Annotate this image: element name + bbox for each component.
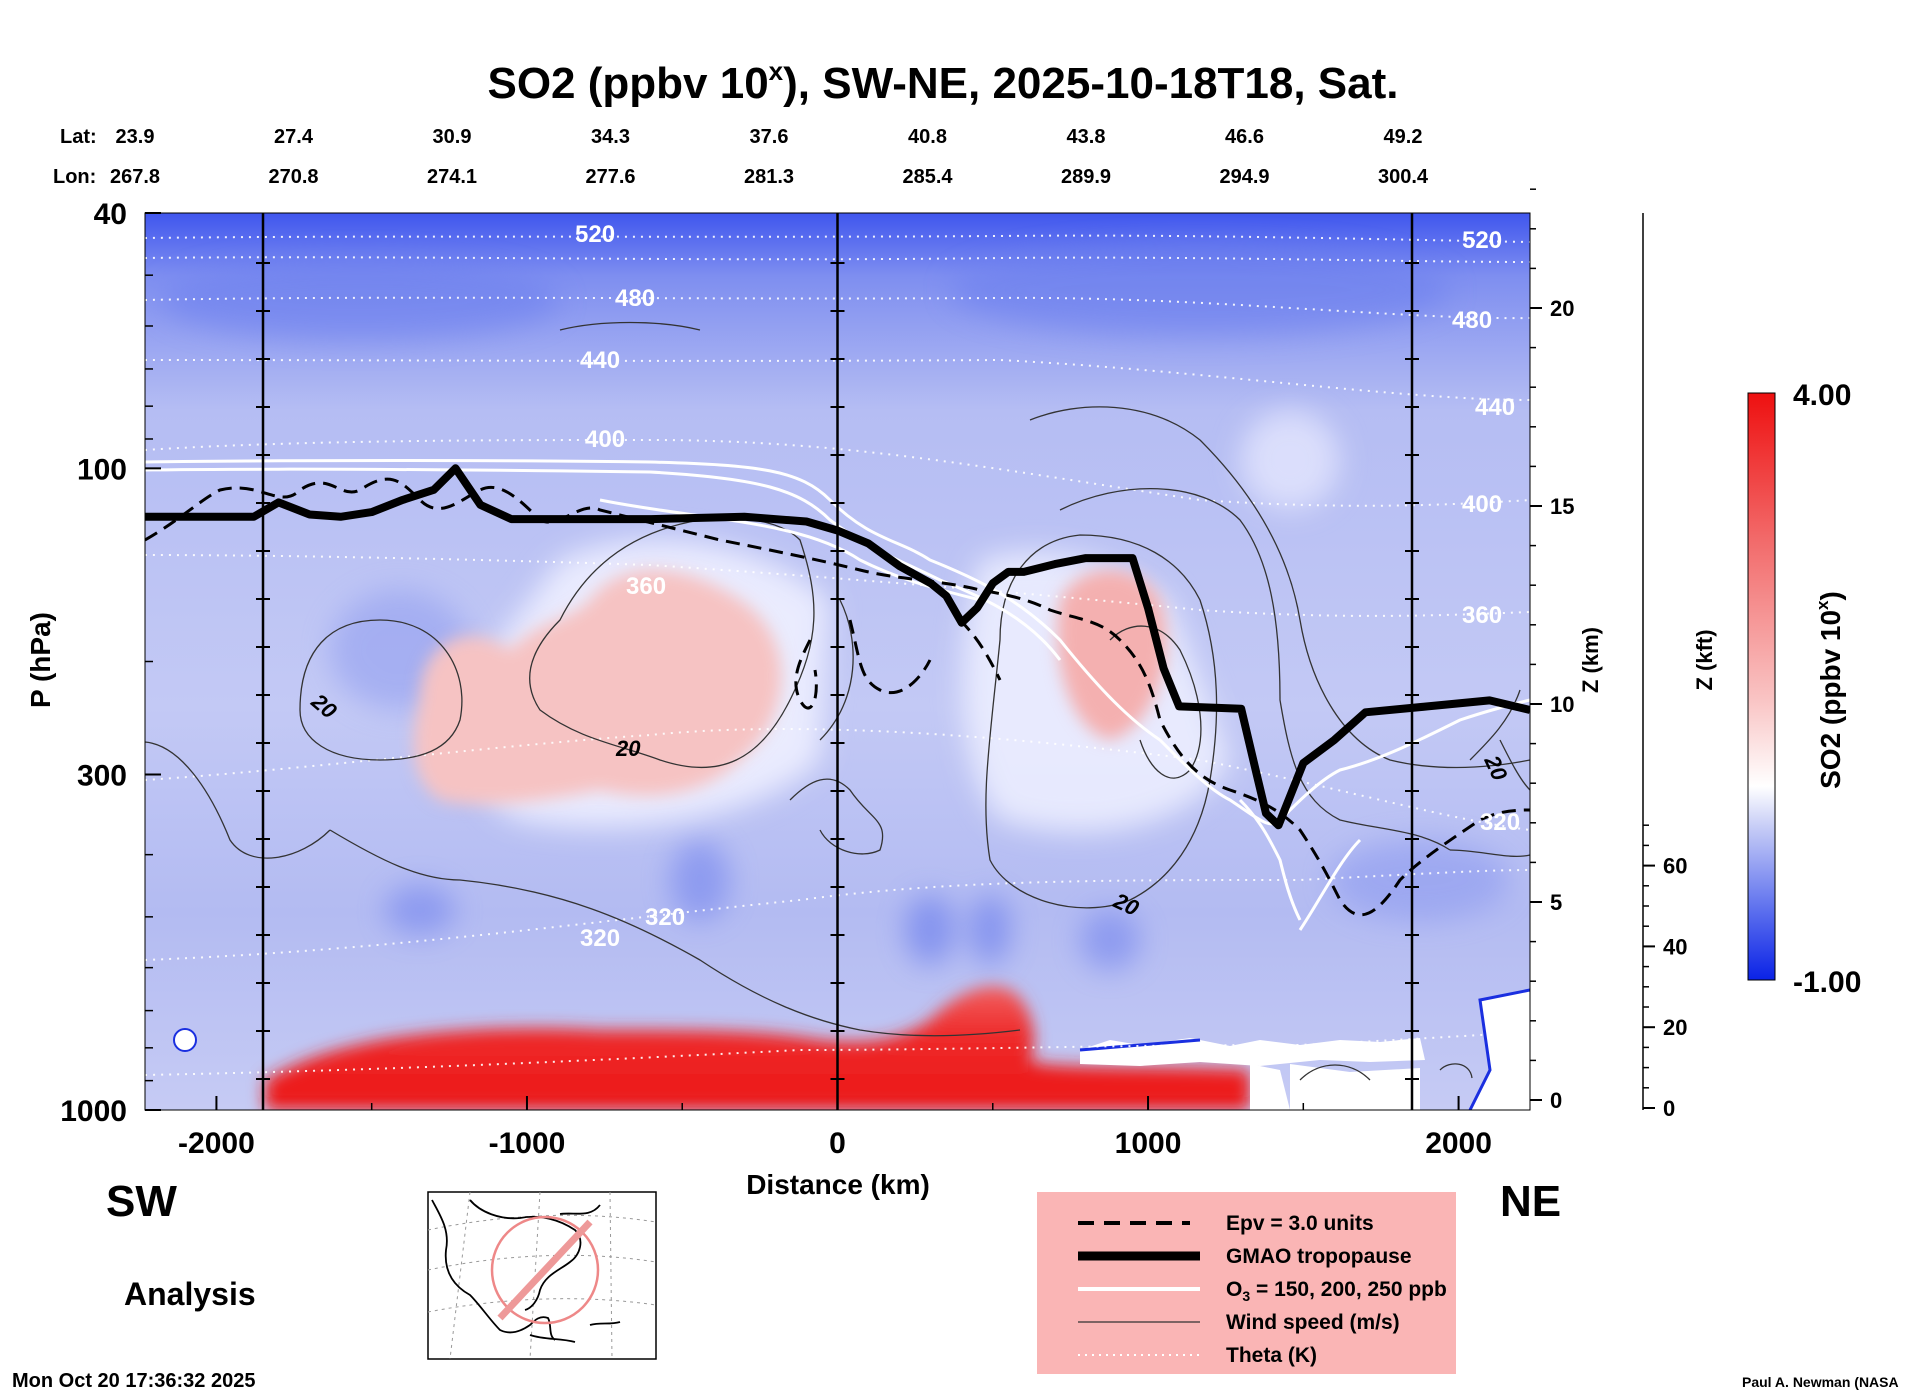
- lat-tick: 49.2: [1384, 126, 1423, 148]
- z-km-tick-label: 20: [1550, 296, 1574, 321]
- legend-wind: Wind speed (m/s): [1226, 1311, 1400, 1334]
- lat-tick: 46.6: [1225, 126, 1264, 148]
- title-rest: ), SW-NE, 2025-10-18T18, Sat.: [783, 59, 1398, 108]
- lon-tick: 274.1: [427, 166, 477, 188]
- theta-label: 520: [575, 221, 615, 248]
- wind-label-2: 20: [615, 736, 641, 761]
- pressure-tick-label: 100: [77, 453, 127, 486]
- lon-tick: 294.9: [1219, 166, 1269, 188]
- pressure-tick-label: 300: [77, 759, 127, 792]
- theta-label: 360: [626, 573, 666, 600]
- lon-tick: 277.6: [585, 166, 635, 188]
- theta-labels: 520 480 440 400 360 320 320 520 480 440 400 360 320: [575, 221, 1520, 952]
- lon-tick: 285.4: [902, 166, 953, 188]
- analysis-label: Analysis: [124, 1276, 256, 1312]
- distance-axis-label: Distance (km): [746, 1169, 930, 1200]
- theta-label: 320: [580, 925, 620, 952]
- z-km-tick-label: 15: [1550, 494, 1574, 519]
- legend: Epv = 3.0 units GMAO tropopause O3 = 150…: [1037, 1192, 1456, 1374]
- theta-label: 480: [615, 285, 655, 312]
- o3-contours: [145, 459, 1530, 931]
- theta-label: 360: [1462, 602, 1502, 629]
- z-kft-tick-label: 40: [1663, 934, 1687, 959]
- lat-tick-labels: 23.9 27.4 30.9 34.3 37.6 40.8 43.8 46.6 49.2: [116, 126, 1423, 148]
- lon-label: Lon:: [53, 166, 96, 188]
- colorbar-label: SO2 (ppbv 10x): [1813, 591, 1846, 789]
- theta-label: 400: [585, 426, 625, 453]
- wind-speed-contours: [145, 321, 1530, 1081]
- inset-map: [427, 1191, 657, 1360]
- legend-tropopause: GMAO tropopause: [1226, 1245, 1412, 1268]
- z-kft-tick-label: 20: [1663, 1015, 1687, 1040]
- theta-label: 400: [1462, 491, 1502, 518]
- z-kft-tick-label: 60: [1663, 854, 1687, 879]
- z-kft-tick-label: 0: [1663, 1096, 1675, 1121]
- pressure-axis-label: P (hPa): [25, 612, 56, 708]
- theta-label: 320: [645, 904, 685, 931]
- distance-tick-label: 0: [829, 1127, 846, 1160]
- sw-label: SW: [106, 1177, 177, 1226]
- lon-tick: 270.8: [268, 166, 318, 188]
- lat-tick: 40.8: [908, 126, 947, 148]
- pressure-tick-label: 1000: [60, 1095, 127, 1128]
- title-superscript: x: [769, 56, 784, 86]
- lat-label: Lat:: [60, 126, 97, 148]
- lat-tick: 43.8: [1067, 126, 1106, 148]
- distance-tick-label: -1000: [489, 1127, 566, 1160]
- legend-o3: O3 = 150, 200, 250 ppb: [1226, 1278, 1447, 1304]
- legend-theta: Theta (K): [1226, 1344, 1317, 1367]
- lon-tick: 289.9: [1061, 166, 1111, 188]
- epv-contours: [145, 477, 1530, 917]
- theta-contours: [145, 234, 1530, 1076]
- title-main: SO2 (ppbv 10: [487, 59, 768, 108]
- lat-tick: 37.6: [750, 126, 789, 148]
- colorbar: [1747, 392, 1776, 981]
- distance-tick-label: 2000: [1425, 1127, 1492, 1160]
- legend-epv: Epv = 3.0 units: [1226, 1212, 1374, 1235]
- z-km-tick-label: 10: [1550, 692, 1574, 717]
- lon-tick: 267.8: [110, 166, 160, 188]
- lat-tick: 34.3: [591, 126, 630, 148]
- pressure-axis: 40 100 300 1000: [60, 198, 161, 1128]
- credit: Paul A. Newman (NASA: [1742, 1374, 1899, 1390]
- distance-tick-label: -2000: [178, 1127, 255, 1160]
- lat-tick: 23.9: [116, 126, 155, 148]
- lat-tick: 27.4: [274, 126, 314, 148]
- chart-title: SO2 (ppbv 10x), SW-NE, 2025-10-18T18, Sa…: [487, 56, 1398, 108]
- z-km-axis: 0 5 10 15 20: [1530, 188, 1574, 1113]
- lon-tick: 281.3: [744, 166, 794, 188]
- colorbar-max-label: 4.00: [1793, 379, 1851, 412]
- lon-tick-labels: 267.8 270.8 274.1 277.6 281.3 285.4 289.9 294.9…: [110, 166, 1429, 188]
- vertical-reference-lines: [256, 213, 1419, 1110]
- theta-label: 520: [1462, 227, 1502, 254]
- theta-label: 440: [580, 347, 620, 374]
- z-kft-axis: 0 20 40 60: [1642, 213, 1687, 1121]
- theta-label: 440: [1475, 394, 1515, 421]
- z-km-axis-label: Z (km): [1578, 627, 1603, 693]
- z-kft-axis-label: Z (kft): [1692, 629, 1717, 690]
- distance-tick-label: 1000: [1115, 1127, 1182, 1160]
- z-km-tick-label: 5: [1550, 890, 1562, 915]
- lon-tick: 300.4: [1378, 166, 1429, 188]
- distance-axis: -2000 -1000 0 1000 2000: [178, 1096, 1492, 1160]
- theta-label: 320: [1480, 809, 1520, 836]
- ne-label: NE: [1500, 1177, 1561, 1226]
- z-km-tick-label: 0: [1550, 1088, 1562, 1113]
- lat-tick: 30.9: [433, 126, 472, 148]
- colorbar-min-label: -1.00: [1793, 966, 1861, 999]
- pressure-tick-label: 40: [94, 198, 127, 231]
- theta-label: 480: [1452, 307, 1492, 334]
- tropopause-line: [145, 464, 1530, 830]
- timestamp: Mon Oct 20 17:36:32 2025: [12, 1370, 255, 1392]
